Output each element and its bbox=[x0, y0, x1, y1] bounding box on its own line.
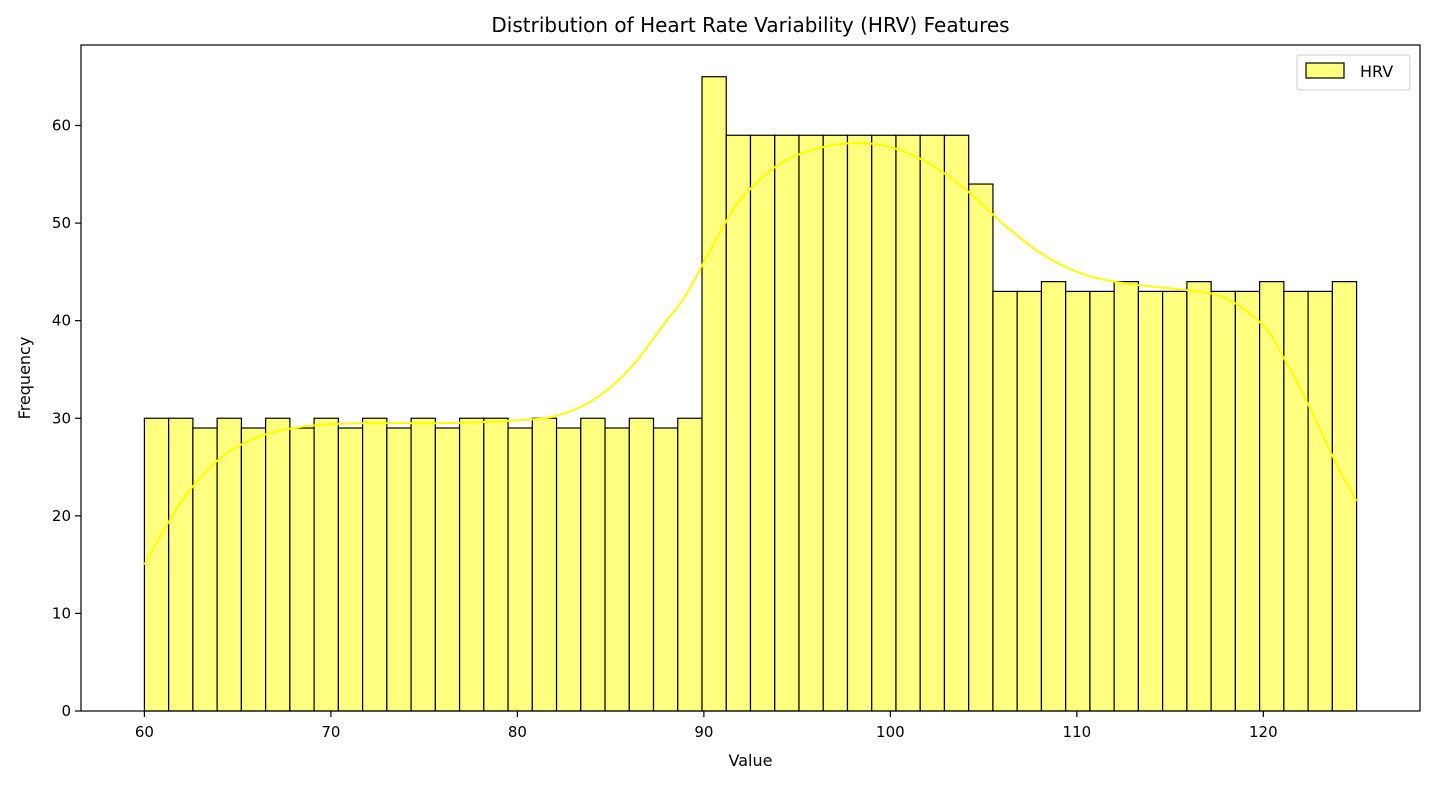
histogram-bar bbox=[1065, 290, 1091, 712]
kde-curve bbox=[143, 142, 1358, 566]
histogram-bar bbox=[458, 417, 485, 712]
bars-layer bbox=[143, 76, 1358, 712]
histogram-bar bbox=[943, 134, 970, 712]
histogram-bar bbox=[1137, 290, 1164, 712]
histogram-bar bbox=[555, 427, 582, 712]
histogram-bar bbox=[604, 427, 630, 712]
x-tick-label: 90 bbox=[694, 723, 713, 741]
histogram-bar bbox=[701, 76, 727, 712]
histogram-bar bbox=[992, 290, 1018, 712]
y-tick-label: 0 bbox=[61, 702, 71, 720]
histogram-bar bbox=[677, 417, 703, 712]
histogram-bar bbox=[1040, 281, 1067, 712]
plot-frame bbox=[80, 44, 1421, 712]
y-tick-label: 50 bbox=[52, 214, 71, 232]
histogram-bar bbox=[968, 183, 994, 712]
histogram-bar bbox=[313, 417, 339, 712]
histogram-bar bbox=[410, 417, 436, 712]
histogram-bar bbox=[289, 427, 315, 712]
kde-layer bbox=[143, 142, 1358, 566]
x-tick-label: 60 bbox=[135, 723, 154, 741]
histogram-bar bbox=[919, 134, 946, 712]
histogram-bar bbox=[580, 417, 606, 712]
histogram-bar bbox=[168, 417, 194, 712]
histogram-bar bbox=[507, 427, 533, 712]
histogram-bar bbox=[434, 427, 461, 712]
histogram-bar bbox=[216, 417, 242, 712]
histogram-bar bbox=[531, 417, 558, 712]
histogram-bar bbox=[143, 417, 170, 712]
histogram-bar bbox=[1113, 281, 1139, 712]
x-axis-label: Value bbox=[729, 751, 773, 770]
histogram-bar bbox=[1331, 281, 1358, 712]
x-tick-label: 120 bbox=[1249, 723, 1278, 741]
histogram-bar bbox=[628, 417, 655, 712]
histogram-bar bbox=[1307, 290, 1333, 712]
y-tick-label: 40 bbox=[52, 312, 71, 330]
x-tick-label: 110 bbox=[1063, 723, 1092, 741]
histogram-bar bbox=[1283, 290, 1309, 712]
histogram-bar bbox=[1186, 281, 1212, 712]
histogram-bar bbox=[1259, 281, 1285, 712]
x-tick-label: 80 bbox=[508, 723, 527, 741]
histogram-bar bbox=[192, 427, 218, 712]
legend-label-hrv: HRV bbox=[1360, 62, 1393, 81]
x-tick-label: 70 bbox=[321, 723, 340, 741]
y-tick-label: 60 bbox=[52, 117, 71, 135]
x-tick-label: 100 bbox=[876, 723, 905, 741]
histogram-bar bbox=[774, 134, 800, 712]
histogram-bar bbox=[240, 427, 267, 712]
histogram-bar bbox=[1234, 290, 1261, 712]
histogram-bar bbox=[1210, 290, 1236, 712]
x-axis-ticks: 60 70 80 90 100 110 120 bbox=[135, 711, 1278, 741]
histogram-bar bbox=[386, 427, 412, 712]
histogram-bar bbox=[895, 134, 921, 712]
histogram-bar bbox=[265, 417, 291, 712]
y-tick-label: 10 bbox=[52, 604, 71, 622]
histogram-bar bbox=[822, 134, 849, 712]
histogram-bar bbox=[362, 417, 388, 712]
histogram-bar bbox=[725, 134, 752, 712]
histogram-bar bbox=[846, 134, 873, 712]
histogram-bar bbox=[1016, 290, 1043, 712]
histogram-bar bbox=[483, 417, 509, 712]
chart-title: Distribution of Heart Rate Variability (… bbox=[491, 13, 1009, 37]
histogram-bar bbox=[1162, 290, 1188, 712]
histogram-bar bbox=[337, 427, 364, 712]
y-axis-label: Frequency bbox=[15, 337, 34, 420]
legend-swatch-hrv bbox=[1305, 62, 1345, 79]
y-tick-label: 30 bbox=[52, 409, 71, 427]
y-tick-label: 20 bbox=[52, 507, 71, 525]
histogram-bar bbox=[749, 134, 776, 712]
histogram-bar bbox=[871, 134, 897, 712]
legend: HRV bbox=[1296, 54, 1411, 91]
histogram-bar bbox=[798, 134, 824, 712]
histogram-bar bbox=[652, 427, 679, 712]
y-axis-ticks: 0 10 20 30 40 50 60 bbox=[52, 117, 81, 720]
histogram-bar bbox=[1089, 290, 1115, 712]
